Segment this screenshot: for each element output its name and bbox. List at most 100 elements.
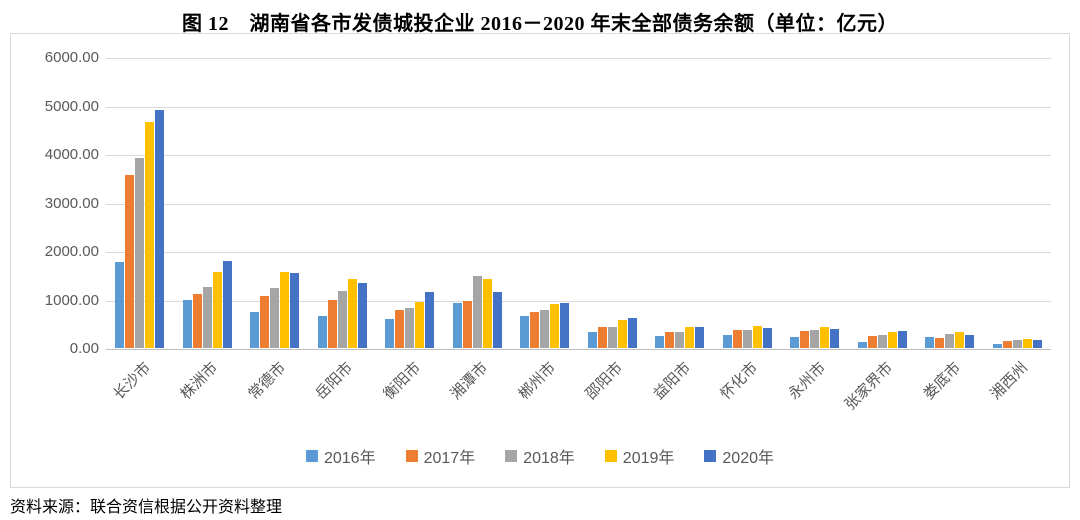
legend-item: 2018年 (505, 444, 575, 468)
gridline (106, 203, 1051, 205)
x-axis-tick-label: 长沙市 (110, 359, 154, 403)
legend-swatch (704, 450, 717, 462)
bar (452, 302, 462, 348)
x-axis-tick-label: 永州市 (785, 359, 829, 403)
bar (945, 334, 955, 348)
bar (820, 326, 830, 348)
legend-swatch (405, 450, 418, 462)
bar (115, 261, 125, 348)
bar (1022, 338, 1032, 348)
gridline (106, 155, 1051, 156)
bar (317, 316, 327, 348)
bar (752, 326, 762, 348)
gridline (106, 58, 1051, 59)
bar (655, 335, 665, 348)
legend-swatch (305, 450, 318, 462)
gridline (106, 300, 1051, 302)
x-axis-tick-label: 湘西州 (987, 359, 1032, 403)
bar (347, 279, 357, 348)
bar (385, 319, 395, 348)
bar (742, 329, 752, 348)
legend-label: 2016年 (323, 450, 376, 467)
gridline (106, 106, 1051, 108)
bar (955, 331, 965, 348)
bar (617, 320, 627, 348)
chart-legend: 2016年 2017年 2018年 2019年 2020年 (11, 444, 1069, 468)
x-axis-tick-label: 郴州市 (515, 359, 559, 403)
bar (280, 272, 290, 348)
bar (290, 272, 300, 348)
bar (695, 327, 705, 348)
bar (145, 122, 155, 348)
bar (897, 331, 907, 348)
bar (925, 336, 935, 348)
legend-item: 2017年 (405, 444, 476, 468)
x-axis-tick-label: 岳阳市 (312, 359, 357, 403)
bar (877, 334, 887, 348)
bar (857, 341, 867, 348)
bar (597, 327, 607, 348)
legend-label: 2020年 (722, 450, 775, 467)
plot-area (106, 58, 1051, 350)
legend-item: 2019年 (604, 444, 675, 468)
bar (675, 331, 685, 348)
bar (270, 288, 280, 348)
bar (800, 330, 810, 348)
x-axis: 长沙市 株洲市 常德市 岳阳市 衡阳市 湘潭市 郴州市 邵阳市 益阳市 怀化市 永州市 张家界市 娄底市… (106, 349, 1051, 424)
y-axis-tick-label: 6000.00 (44, 49, 99, 66)
y-axis-tick-label: 3000.00 (44, 194, 99, 212)
bar (135, 157, 145, 348)
x-axis-tick-label: 邵阳市 (582, 359, 627, 403)
bar (415, 302, 425, 348)
x-axis-tick-label: 张家界市 (841, 359, 897, 414)
legend-label: 2017年 (423, 450, 476, 467)
y-axis: 0.00 1000.00 2000.00 3000.00 4000.00 5000.00 6… (11, 49, 99, 357)
figure-title: 图 12 湖南省各市发债城投企业 2016－2020 年末全部债务余额（单位：亿… (182, 13, 898, 35)
y-axis-tick-label: 1000.00 (44, 291, 99, 309)
y-axis-tick-label: 2000.00 (44, 243, 99, 260)
bar (1032, 339, 1042, 348)
x-axis-tick-label: 湘潭市 (447, 359, 492, 403)
bar (125, 174, 135, 348)
bar (790, 336, 800, 348)
bar (492, 291, 502, 348)
bar (722, 335, 732, 348)
bar (762, 327, 772, 348)
legend-item: 2020年 (704, 444, 774, 468)
x-axis-tick-label: 益阳市 (650, 359, 694, 403)
bar (540, 310, 550, 348)
bar (472, 275, 482, 348)
bar (357, 282, 367, 348)
bar (212, 271, 222, 348)
source-note: 资料来源：联合资信根据公开资料整理 (10, 499, 283, 516)
bar (810, 329, 820, 348)
gridline (106, 252, 1051, 253)
bar (462, 300, 472, 348)
bar (627, 318, 637, 348)
bar (665, 331, 675, 348)
bar (405, 307, 415, 348)
bar (867, 335, 877, 348)
bar (182, 300, 192, 348)
bar (830, 328, 840, 348)
chart-area: 0.00 1000.00 2000.00 3000.00 4000.00 5000.00 6… (10, 33, 1070, 488)
y-axis-tick-label: 5000.00 (44, 97, 99, 115)
legend-label: 2018年 (523, 450, 575, 467)
bar (965, 334, 975, 348)
bar (260, 295, 270, 348)
bar (337, 290, 347, 348)
bar (395, 310, 405, 348)
legend-label: 2019年 (622, 450, 675, 467)
bar (935, 337, 945, 348)
bar (550, 304, 560, 348)
bar (992, 344, 1002, 348)
legend-item: 2016年 (305, 444, 376, 468)
legend-swatch (505, 450, 518, 462)
bar (1002, 341, 1012, 348)
bar (520, 316, 530, 348)
bar (607, 326, 617, 348)
bar (587, 331, 597, 348)
bar (685, 327, 695, 348)
x-axis-line (106, 349, 1051, 350)
